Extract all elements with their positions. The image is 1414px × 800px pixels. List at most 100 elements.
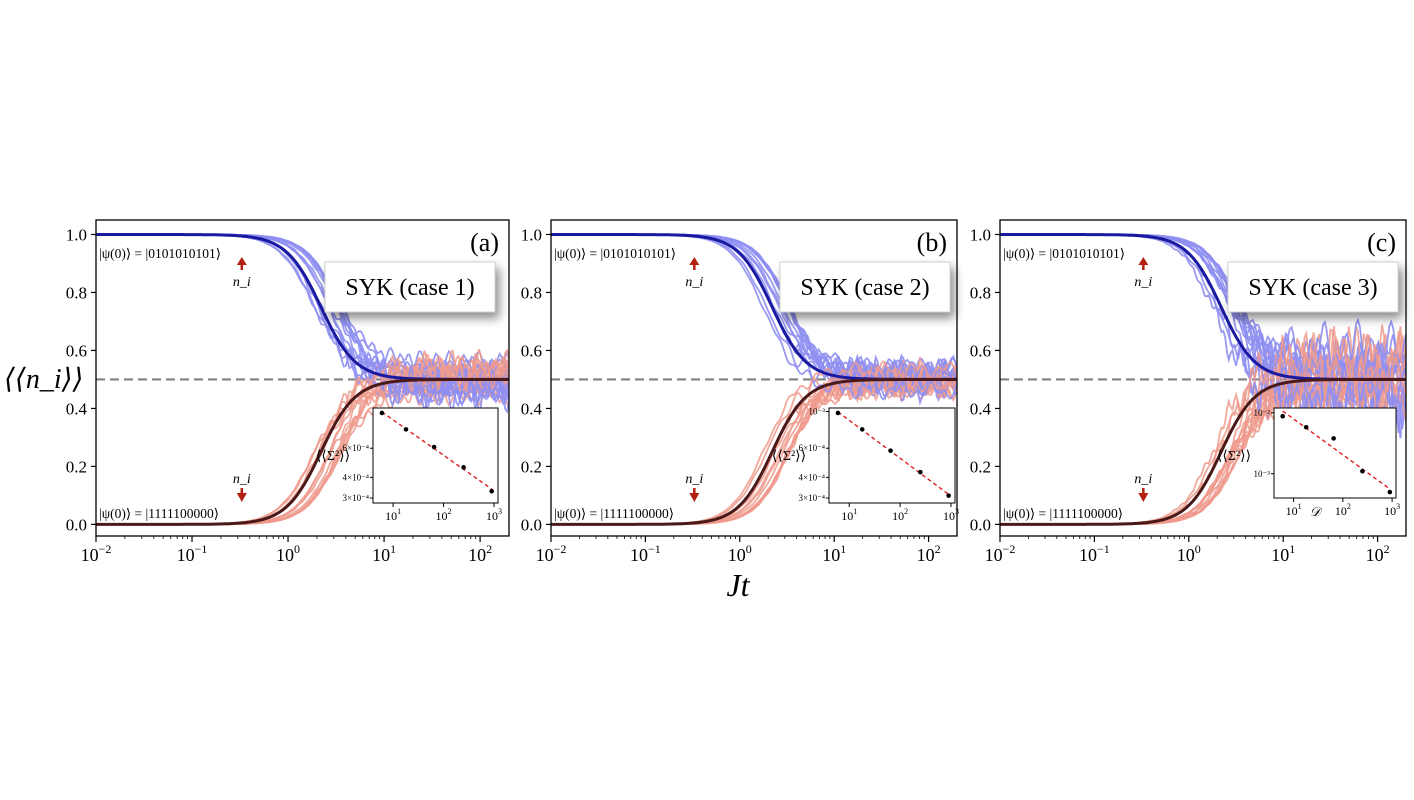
ni-label-top: n_i xyxy=(685,275,703,290)
mean-line-red xyxy=(551,378,957,526)
y-tick-label: 0.4 xyxy=(970,399,992,418)
y-tick-label: 0.6 xyxy=(66,341,87,360)
arrow-down-head xyxy=(689,493,700,502)
title-box xyxy=(324,261,496,313)
inset-y-label: ⟨⟨Σ²⟩⟩ xyxy=(772,449,806,464)
inset-data-point xyxy=(859,427,865,432)
state-label-bottom: |ψ(0)⟩ = |1111100000⟩ xyxy=(99,506,219,521)
inset-x-tick-label: 102 xyxy=(892,507,908,523)
y-tick-label: 0.0 xyxy=(521,515,542,534)
title-box xyxy=(779,261,951,313)
inset-x-tick-label: 101 xyxy=(1286,502,1302,518)
inset-y-label: ⟨⟨Σ²⟩⟩ xyxy=(1217,449,1251,464)
x-tick-label: 100 xyxy=(276,542,300,565)
y-axis-label: ⟨⟨n_i⟩⟩ xyxy=(4,364,83,395)
state-label-bottom: |ψ(0)⟩ = |1111100000⟩ xyxy=(554,506,674,521)
arrow-down-head xyxy=(1138,493,1149,502)
x-tick-label: 101 xyxy=(372,542,396,565)
y-tick-label: 0.8 xyxy=(66,283,87,302)
x-tick-label: 102 xyxy=(917,542,941,565)
inset-x-label: 𝒟 xyxy=(1310,504,1323,519)
inset-frame xyxy=(1273,407,1397,499)
inset-x-tick-label: 103 xyxy=(943,507,959,523)
y-tick-label: 0.0 xyxy=(66,515,87,534)
x-tick-label: 10−1 xyxy=(177,542,208,565)
mean-line-red xyxy=(96,378,509,526)
inset-fit-line xyxy=(1282,410,1391,490)
inset-data-point xyxy=(461,465,466,470)
plot-area xyxy=(96,233,509,526)
y-tick-label: 0.4 xyxy=(521,399,543,418)
inset: 101 102 103 10⁻³ 6×10⁻⁴ 4×10⁻⁴ 3×10⁻⁴ ⟨⟨Σ²⟩⟩ xyxy=(772,407,959,523)
panel-label: (c) xyxy=(1367,228,1396,257)
panel-title: SYK (case 1) xyxy=(345,275,474,301)
state-label-top: |ψ(0)⟩ = |0101010101⟩ xyxy=(1003,246,1125,261)
inset-y-tick-label: 3×10⁻⁴ xyxy=(799,493,825,503)
x-tick-label: 10−2 xyxy=(536,542,567,565)
x-tick-label: 10−2 xyxy=(985,542,1016,565)
inset-data-point xyxy=(1331,436,1336,441)
x-tick-label: 102 xyxy=(1366,542,1390,565)
x-tick-label: 101 xyxy=(822,542,846,565)
state-label-bottom: |ψ(0)⟩ = |1111100000⟩ xyxy=(1003,506,1123,521)
x-tick-label: 10−2 xyxy=(81,542,112,565)
mean-line-red xyxy=(1000,378,1406,526)
x-tick-label: 101 xyxy=(1271,542,1295,565)
y-tick-label: 0.2 xyxy=(521,457,542,476)
inset-data-point xyxy=(1360,468,1365,474)
inset-fit-line xyxy=(837,411,950,495)
plot-area xyxy=(1000,233,1406,526)
arrow-up-head xyxy=(236,257,247,265)
y-tick-label: 0.2 xyxy=(970,457,991,476)
x-tick-label: 102 xyxy=(468,542,492,565)
inset-x-tick-label: 102 xyxy=(1335,502,1351,518)
x-tick-label: 100 xyxy=(1177,542,1201,565)
inset-frame xyxy=(372,407,499,504)
state-label-top: |ψ(0)⟩ = |0101010101⟩ xyxy=(99,246,221,261)
inset-data-point xyxy=(1280,413,1285,419)
panel-b: 0.0 0.2 0.4 0.6 0.8 1.0 10−2 10−1 100 101 102 (b) SY… xyxy=(521,219,959,565)
inset-x-tick-label: 101 xyxy=(841,507,857,523)
ni-label-bottom: n_i xyxy=(233,472,251,487)
inset-data-point xyxy=(835,410,841,416)
inset-data-point xyxy=(403,427,409,432)
inset-x-tick-label: 103 xyxy=(486,507,502,523)
inset-frame xyxy=(828,407,956,504)
plot-frame xyxy=(550,219,958,537)
inset-y-tick-label: 4×10⁻⁴ xyxy=(343,472,369,482)
x-tick-label: 100 xyxy=(728,542,752,565)
y-tick-label: 0.6 xyxy=(970,341,991,360)
inset-y-tick-label: 10⁻² xyxy=(1254,408,1271,418)
y-tick-label: 0.8 xyxy=(521,283,542,302)
inset-y-tick-label: 3×10⁻⁴ xyxy=(343,493,369,503)
y-tick-label: 0.0 xyxy=(970,515,991,534)
y-tick-label: 0.4 xyxy=(66,399,88,418)
panel-label: (a) xyxy=(470,228,499,257)
y-tick-label: 1.0 xyxy=(521,225,542,244)
ni-label-top: n_i xyxy=(1134,275,1152,290)
inset-data-point xyxy=(489,488,494,494)
inset-y-label: ⟨⟨Σ²⟩⟩ xyxy=(316,449,350,464)
inset-fit-line xyxy=(381,411,493,490)
y-tick-label: 0.6 xyxy=(521,341,542,360)
x-tick-label: 10−1 xyxy=(630,542,661,565)
plot-frame xyxy=(999,219,1407,537)
inset-data-point xyxy=(888,448,893,453)
inset: 101 102 103 6×10⁻⁴ 4×10⁻⁴ 3×10⁻⁴ ⟨⟨Σ²⟩⟩ xyxy=(316,407,502,523)
inset-y-tick-label: 6×10⁻⁴ xyxy=(799,443,825,453)
arrow-up-head xyxy=(1138,257,1149,265)
inset-y-tick-label: 6×10⁻⁴ xyxy=(343,443,369,453)
inset-data-point xyxy=(379,410,385,416)
inset: 101 102 103 10⁻² 10⁻³⟨⟨Σ²⟩⟩ 𝒟 xyxy=(1217,407,1400,519)
ni-label-bottom: n_i xyxy=(685,472,703,487)
inset-data-point xyxy=(1387,489,1393,495)
panel-title: SYK (case 3) xyxy=(1248,275,1377,301)
title-box xyxy=(1227,261,1399,313)
inset-y-tick-label: 10⁻³ xyxy=(809,407,826,417)
y-tick-label: 1.0 xyxy=(66,225,87,244)
y-tick-label: 1.0 xyxy=(970,225,991,244)
ni-label-bottom: n_i xyxy=(1134,472,1152,487)
inset-x-tick-label: 103 xyxy=(1384,502,1400,518)
